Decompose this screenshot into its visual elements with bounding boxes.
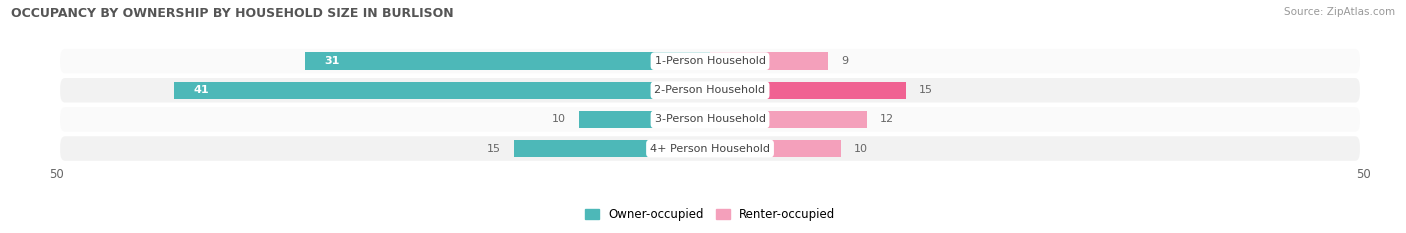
Text: 15: 15 <box>486 144 501 154</box>
Bar <box>710 82 905 99</box>
Bar <box>305 52 710 70</box>
Text: 41: 41 <box>194 85 209 95</box>
Text: 3-Person Household: 3-Person Household <box>655 114 765 124</box>
FancyBboxPatch shape <box>60 49 1360 73</box>
FancyBboxPatch shape <box>60 78 1360 103</box>
Text: 2-Person Household: 2-Person Household <box>654 85 766 95</box>
Bar <box>515 140 710 157</box>
Text: 1-Person Household: 1-Person Household <box>655 56 765 66</box>
Bar <box>710 140 841 157</box>
Text: 31: 31 <box>325 56 340 66</box>
Text: 12: 12 <box>880 114 894 124</box>
Text: 10: 10 <box>853 144 868 154</box>
Text: 15: 15 <box>920 85 934 95</box>
Bar <box>579 111 710 128</box>
FancyBboxPatch shape <box>60 107 1360 132</box>
Legend: Owner-occupied, Renter-occupied: Owner-occupied, Renter-occupied <box>585 208 835 221</box>
Text: OCCUPANCY BY OWNERSHIP BY HOUSEHOLD SIZE IN BURLISON: OCCUPANCY BY OWNERSHIP BY HOUSEHOLD SIZE… <box>11 7 454 20</box>
Bar <box>174 82 710 99</box>
Bar <box>710 52 828 70</box>
Text: 4+ Person Household: 4+ Person Household <box>650 144 770 154</box>
Text: 9: 9 <box>841 56 848 66</box>
Text: 10: 10 <box>553 114 567 124</box>
FancyBboxPatch shape <box>60 136 1360 161</box>
Bar <box>710 111 868 128</box>
Text: Source: ZipAtlas.com: Source: ZipAtlas.com <box>1284 7 1395 17</box>
